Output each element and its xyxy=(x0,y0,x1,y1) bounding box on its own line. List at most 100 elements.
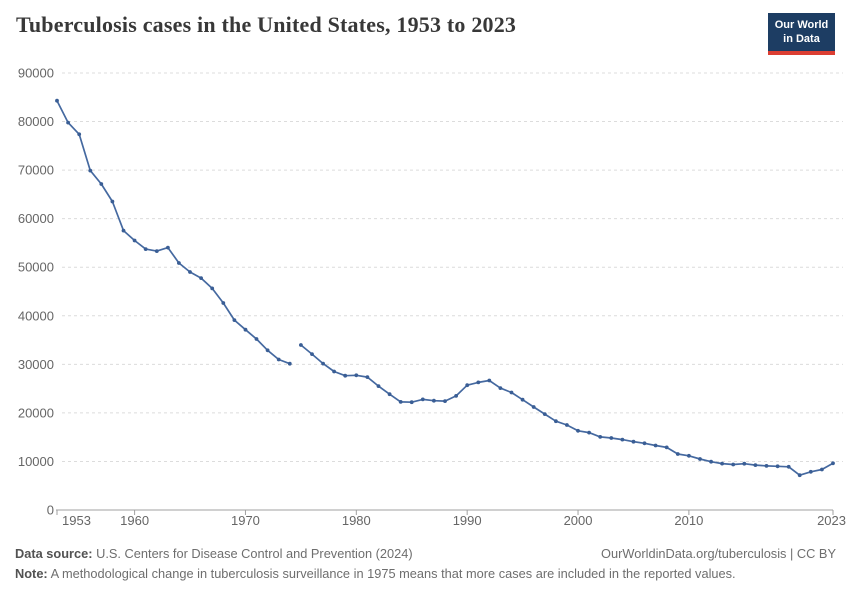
note-line: Note: A methodological change in tubercu… xyxy=(15,566,836,581)
owid-logo-accent-bar xyxy=(768,50,835,55)
y-tick-label: 20000 xyxy=(18,405,54,420)
x-tick-label: 1990 xyxy=(453,513,482,528)
y-tick-label: 50000 xyxy=(18,260,54,275)
data-point[interactable] xyxy=(154,249,159,254)
data-point[interactable] xyxy=(498,386,503,390)
data-point[interactable] xyxy=(742,461,747,466)
data-point[interactable] xyxy=(554,419,558,424)
data-point[interactable] xyxy=(354,373,359,378)
data-point[interactable] xyxy=(731,462,736,467)
data-point[interactable] xyxy=(775,464,780,469)
data-point[interactable] xyxy=(110,199,115,204)
data-point[interactable] xyxy=(276,357,281,362)
y-tick-label: 80000 xyxy=(18,114,54,129)
x-tick-label: 2023 xyxy=(817,513,846,528)
y-tick-label: 0 xyxy=(47,503,54,518)
data-point[interactable] xyxy=(820,467,824,472)
owid-url-license-link[interactable]: OurWorldinData.org/tuberculosis | CC BY xyxy=(601,546,836,561)
x-tick-label: 1960 xyxy=(120,513,149,528)
data-point[interactable] xyxy=(642,441,647,446)
data-point[interactable] xyxy=(587,430,591,435)
x-tick-label: 2010 xyxy=(674,513,703,528)
data-point[interactable] xyxy=(476,380,481,385)
data-point[interactable] xyxy=(343,373,348,378)
data-point[interactable] xyxy=(520,397,525,402)
data-point[interactable] xyxy=(576,428,580,433)
owid-logo-box: Our World in Data xyxy=(768,13,835,51)
data-source-text: U.S. Centers for Disease Control and Pre… xyxy=(96,546,413,561)
note-label: Note: xyxy=(15,566,48,581)
data-point[interactable] xyxy=(454,394,458,398)
data-point[interactable] xyxy=(132,238,137,243)
data-point[interactable] xyxy=(675,452,680,456)
data-point[interactable] xyxy=(409,400,414,405)
data-point[interactable] xyxy=(786,464,791,469)
data-point[interactable] xyxy=(210,286,215,291)
data-point[interactable] xyxy=(609,436,614,440)
data-point[interactable] xyxy=(254,337,259,341)
chart-canvas: 0 10000 20000 30000 40000 50000 60000 70000 8000… xyxy=(18,66,846,529)
data-point[interactable] xyxy=(531,405,536,409)
data-point[interactable] xyxy=(709,459,713,464)
data-point[interactable] xyxy=(831,461,835,466)
data-point[interactable] xyxy=(365,375,370,379)
data-point[interactable] xyxy=(188,270,192,274)
y-tick-label: 10000 xyxy=(18,454,54,469)
y-tick-label: 60000 xyxy=(18,211,54,226)
data-point[interactable] xyxy=(177,261,181,265)
data-point[interactable] xyxy=(88,168,93,173)
data-point[interactable] xyxy=(121,228,126,233)
x-tick-label: 1970 xyxy=(231,513,260,528)
data-point[interactable] xyxy=(432,398,436,403)
data-point[interactable] xyxy=(299,343,303,347)
data-point[interactable] xyxy=(66,120,70,125)
data-point[interactable] xyxy=(443,399,447,403)
data-point[interactable] xyxy=(542,412,547,416)
data-point[interactable] xyxy=(265,348,270,353)
x-tick-label: 2000 xyxy=(564,513,593,528)
data-point[interactable] xyxy=(487,378,492,383)
data-point[interactable] xyxy=(565,423,569,427)
data-point[interactable] xyxy=(598,435,603,439)
data-point[interactable] xyxy=(243,327,248,332)
y-tick-label: 40000 xyxy=(18,308,54,323)
data-point[interactable] xyxy=(99,182,104,186)
data-source-line: Data source: U.S. Centers for Disease Co… xyxy=(15,546,413,561)
data-point[interactable] xyxy=(808,469,813,474)
data-point[interactable] xyxy=(797,473,802,478)
data-point[interactable] xyxy=(620,437,625,442)
data-point[interactable] xyxy=(387,392,392,397)
owid-logo-line1: Our World xyxy=(774,19,829,31)
data-point[interactable] xyxy=(221,301,226,305)
owid-logo[interactable]: Our World in Data xyxy=(768,13,835,55)
data-point[interactable] xyxy=(687,453,691,458)
x-tick-label: 1953 xyxy=(62,513,91,528)
data-point[interactable] xyxy=(631,439,636,444)
chart-footer: Data source: U.S. Centers for Disease Co… xyxy=(15,546,836,581)
data-point[interactable] xyxy=(698,457,702,461)
data-point[interactable] xyxy=(310,352,314,356)
page-title: Tuberculosis cases in the United States,… xyxy=(16,12,517,37)
data-point[interactable] xyxy=(55,98,59,103)
data-point[interactable] xyxy=(376,384,381,388)
data-point[interactable] xyxy=(398,400,403,404)
data-point[interactable] xyxy=(465,383,470,388)
data-point[interactable] xyxy=(764,464,769,468)
data-point[interactable] xyxy=(509,390,514,395)
data-point[interactable] xyxy=(720,461,724,466)
data-point[interactable] xyxy=(664,445,669,450)
series-line-segment xyxy=(56,99,291,365)
data-point[interactable] xyxy=(753,463,758,467)
data-source-label: Data source: xyxy=(15,546,93,561)
data-point[interactable] xyxy=(232,318,237,322)
data-point[interactable] xyxy=(143,247,148,252)
data-point[interactable] xyxy=(321,361,325,366)
data-point[interactable] xyxy=(199,276,204,280)
data-point[interactable] xyxy=(653,443,658,448)
data-point[interactable] xyxy=(420,397,425,402)
data-point[interactable] xyxy=(287,361,292,366)
data-point[interactable] xyxy=(166,245,170,250)
data-point[interactable] xyxy=(77,132,82,137)
y-tick-label: 90000 xyxy=(18,66,54,81)
data-point[interactable] xyxy=(332,369,336,374)
